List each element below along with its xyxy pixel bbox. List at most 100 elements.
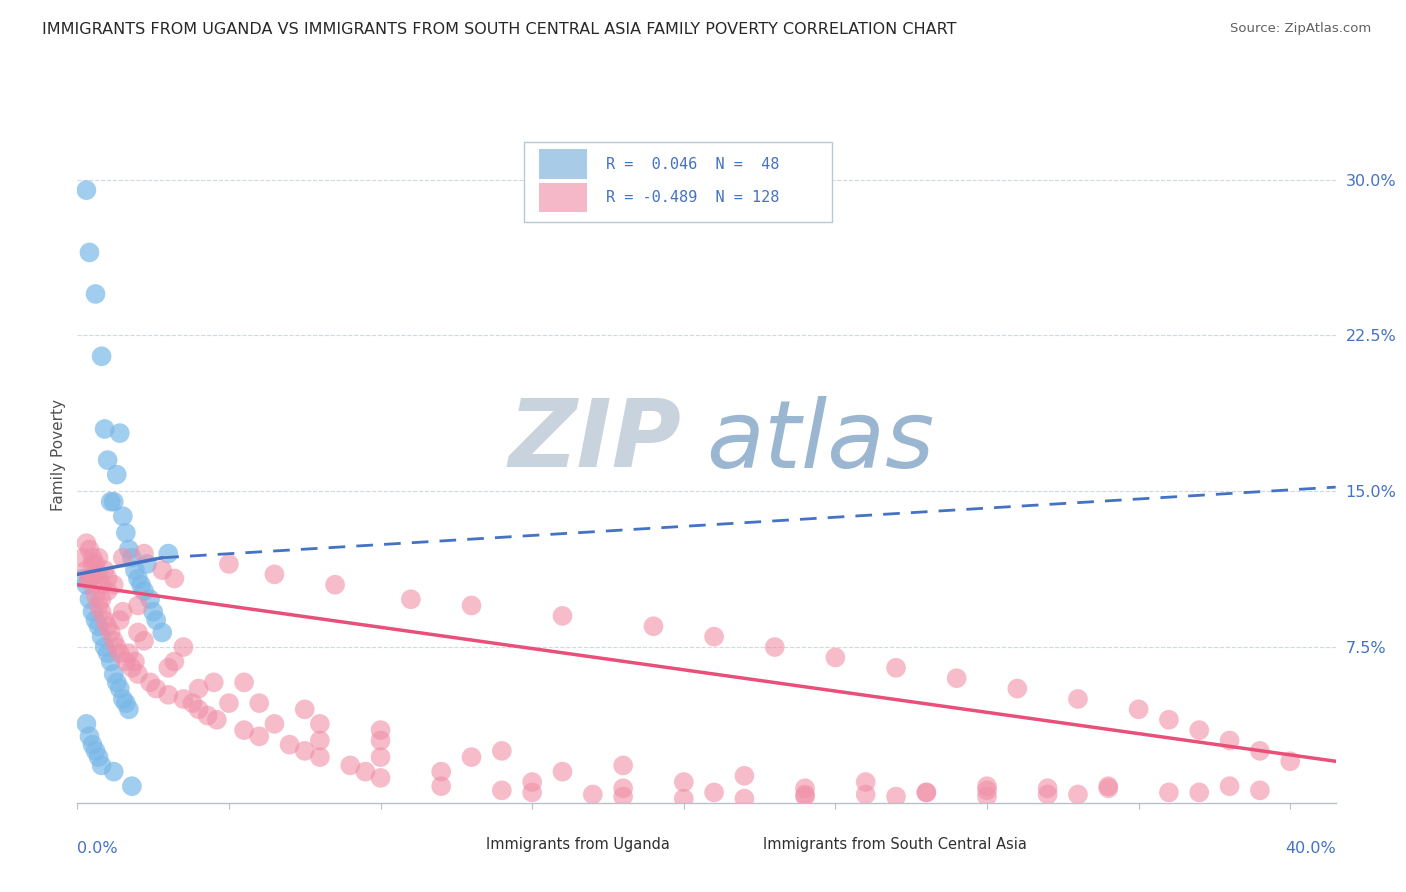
Point	[124, 563, 146, 577]
Point	[121, 661, 143, 675]
Point	[855, 788, 877, 802]
Point	[643, 619, 665, 633]
Point	[115, 525, 138, 540]
Point	[1279, 754, 1302, 768]
Point	[794, 788, 817, 802]
Point	[915, 785, 938, 799]
Point	[703, 785, 725, 799]
Point	[84, 557, 107, 571]
Point	[127, 572, 149, 586]
Point	[108, 426, 131, 441]
Point	[145, 681, 167, 696]
Text: R =  0.046  N =  48: R = 0.046 N = 48	[606, 157, 779, 171]
Point	[79, 542, 101, 557]
Point	[1219, 779, 1241, 793]
Point	[491, 783, 513, 797]
Point	[1249, 744, 1271, 758]
Point	[111, 550, 134, 565]
Point	[491, 744, 513, 758]
Point	[79, 729, 101, 743]
Point	[82, 557, 104, 571]
Point	[75, 563, 97, 577]
Point	[79, 572, 101, 586]
Point	[103, 667, 125, 681]
Point	[1249, 783, 1271, 797]
Point	[145, 613, 167, 627]
Point	[90, 578, 112, 592]
Point	[103, 494, 125, 508]
Point	[233, 723, 256, 738]
Text: ZIP: ZIP	[509, 395, 682, 487]
Point	[136, 557, 159, 571]
Point	[763, 640, 786, 654]
Point	[82, 578, 104, 592]
Point	[118, 646, 141, 660]
Point	[460, 750, 482, 764]
Point	[205, 713, 228, 727]
Point	[202, 675, 225, 690]
Point	[323, 578, 346, 592]
Point	[115, 655, 138, 669]
Point	[105, 675, 128, 690]
Point	[84, 613, 107, 627]
Point	[187, 702, 209, 716]
Point	[370, 733, 392, 747]
Point	[733, 769, 755, 783]
Point	[82, 738, 104, 752]
Point	[1036, 781, 1059, 796]
Point	[97, 572, 120, 586]
Point	[1157, 785, 1180, 799]
Point	[100, 625, 122, 640]
Point	[90, 605, 112, 619]
Point	[79, 245, 101, 260]
Point	[399, 592, 422, 607]
Point	[520, 785, 543, 799]
Point	[884, 661, 907, 675]
Point	[370, 771, 392, 785]
Point	[551, 608, 574, 623]
FancyBboxPatch shape	[538, 150, 586, 178]
Text: Immigrants from Uganda: Immigrants from Uganda	[486, 837, 671, 852]
Point	[460, 599, 482, 613]
Text: IMMIGRANTS FROM UGANDA VS IMMIGRANTS FROM SOUTH CENTRAL ASIA FAMILY POVERTY CORR: IMMIGRANTS FROM UGANDA VS IMMIGRANTS FRO…	[42, 22, 956, 37]
Point	[105, 467, 128, 482]
Point	[309, 733, 332, 747]
FancyBboxPatch shape	[524, 142, 832, 222]
Point	[218, 696, 240, 710]
Point	[1007, 681, 1029, 696]
Point	[127, 599, 149, 613]
Point	[75, 536, 97, 550]
Point	[108, 681, 131, 696]
Text: R = -0.489  N = 128: R = -0.489 N = 128	[606, 190, 779, 205]
Point	[127, 625, 149, 640]
Point	[84, 588, 107, 602]
Point	[79, 592, 101, 607]
Point	[370, 750, 392, 764]
Point	[121, 550, 143, 565]
Point	[84, 744, 107, 758]
Point	[111, 692, 134, 706]
Point	[187, 681, 209, 696]
Point	[1188, 723, 1211, 738]
Y-axis label: Family Poverty: Family Poverty	[51, 399, 66, 511]
Point	[1188, 785, 1211, 799]
Text: Source: ZipAtlas.com: Source: ZipAtlas.com	[1230, 22, 1371, 36]
Point	[247, 729, 270, 743]
Point	[90, 758, 112, 772]
Point	[115, 696, 138, 710]
Point	[263, 717, 285, 731]
Point	[100, 494, 122, 508]
Point	[97, 584, 120, 599]
Point	[181, 696, 204, 710]
Point	[855, 775, 877, 789]
Point	[87, 550, 110, 565]
Point	[79, 572, 101, 586]
Point	[100, 655, 122, 669]
Point	[309, 717, 332, 731]
Point	[1097, 781, 1119, 796]
Point	[1128, 702, 1150, 716]
FancyBboxPatch shape	[725, 834, 754, 855]
Point	[75, 183, 97, 197]
Point	[90, 592, 112, 607]
Point	[97, 646, 120, 660]
